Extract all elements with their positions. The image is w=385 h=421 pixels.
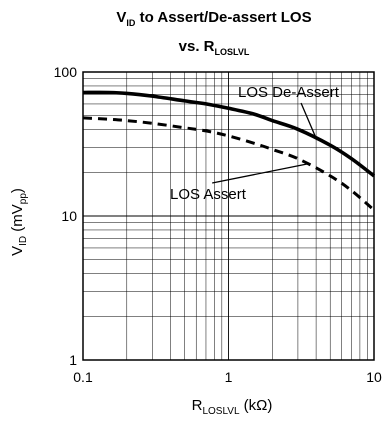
x-tick-label: 10 <box>366 369 382 385</box>
x-tick-label: 0.1 <box>73 369 93 385</box>
series-lines <box>82 90 376 212</box>
series-line-los-assert <box>82 116 375 212</box>
annotation-de-assert: LOS De-Assert <box>238 84 340 139</box>
y-tick-label: 1 <box>69 352 77 368</box>
series-line-los-de-assert <box>82 90 376 178</box>
annotation-de-assert-label: LOS De-Assert <box>238 84 340 101</box>
x-tick-label: 1 <box>225 369 233 385</box>
y-tick-label: 10 <box>61 208 77 224</box>
annotation-assert-label: LOS Assert <box>170 186 247 203</box>
annotation-de-assert-arrow <box>300 102 317 139</box>
annotation-assert-arrow <box>212 163 308 184</box>
plot-frame <box>82 71 375 361</box>
y-axis-label: VID (mVpp) <box>9 188 29 256</box>
x-axis-label: RLOSLVL (kΩ) <box>192 397 273 417</box>
y-tick-label: 100 <box>54 64 78 80</box>
chart-title-line1: VID to Assert/De-assert LOS <box>116 9 311 28</box>
chart-title-line2: vs. RLOSLVL <box>179 38 250 57</box>
grid <box>83 72 374 360</box>
annotation-assert: LOS Assert <box>170 163 308 203</box>
